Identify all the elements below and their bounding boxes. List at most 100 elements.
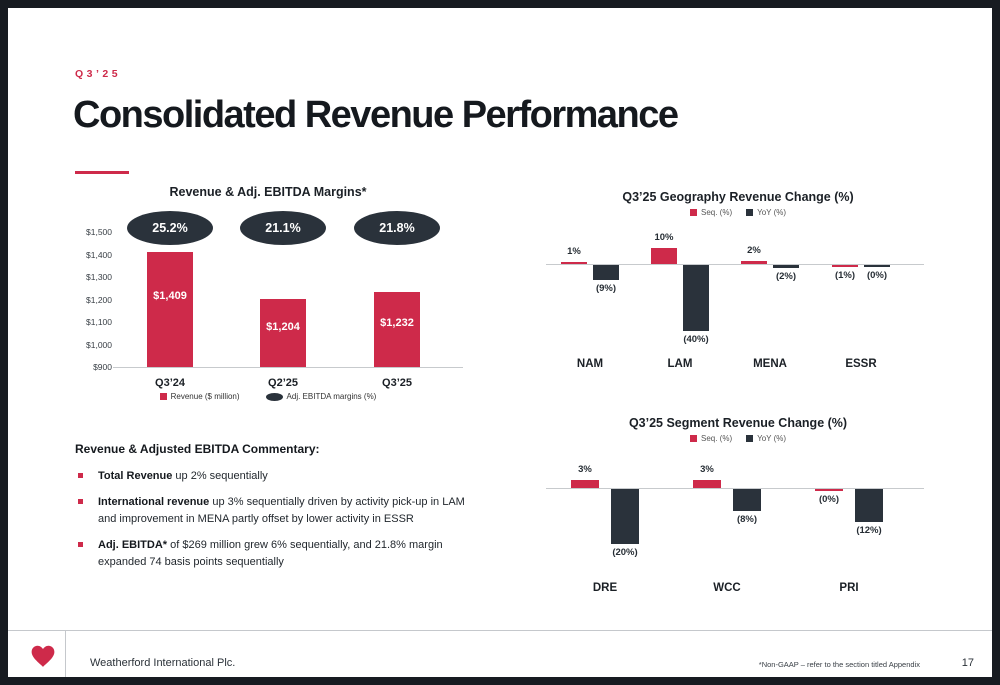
geography-plot-area: NAM 1% (9%) LAM 10% (40%) MENA 2% (2%) ESSR (1%) (0… xyxy=(538,188,938,400)
legend-item-seq: Seq. (%) xyxy=(689,434,733,443)
seq-legend-swatch-icon xyxy=(689,209,697,216)
legend-label: Seq. (%) xyxy=(700,434,733,443)
footer-company-name: Weatherford International Plc. xyxy=(90,657,236,669)
y-axis-tick-label: $1,500 xyxy=(86,227,112,237)
bullet-icon xyxy=(78,542,83,547)
bar-value-label: (0%) xyxy=(818,494,840,505)
bar-value-label: 10% xyxy=(654,231,674,243)
seq-bar xyxy=(651,247,677,264)
list-item: Adj. EBITDA* of $269 million grew 6% seq… xyxy=(75,537,477,571)
yoy-bar xyxy=(855,489,883,522)
seq-bar xyxy=(693,479,721,488)
legend-item-seq: Seq. (%) xyxy=(689,208,733,217)
legend-item-yoy: YoY (%) xyxy=(746,208,786,217)
legend-item-yoy: YoY (%) xyxy=(746,434,786,443)
revenue-bar xyxy=(260,298,306,367)
revenue-legend-swatch-icon xyxy=(159,393,167,400)
y-axis-tick-label: $1,400 xyxy=(86,249,112,260)
revenue-bar-label: $1,204 xyxy=(266,321,300,334)
bullet-text: Total Revenue up 2% sequentially xyxy=(98,470,268,482)
yoy-bar xyxy=(593,265,619,280)
yoy-legend-swatch-icon xyxy=(746,209,754,216)
legend-item-revenue: Revenue ($ million) xyxy=(159,392,240,401)
category-label: NAM xyxy=(576,358,604,370)
slide: Q3’25 Consolidated Revenue Performance R… xyxy=(8,8,992,677)
category-label: ESSR xyxy=(845,358,877,370)
x-axis-line xyxy=(546,488,924,489)
bar-value-label: (1%) xyxy=(834,270,856,281)
revenue-ebitda-plot-area: $1,500 $1,400 $1,300 $1,200 $1,100 $1,000 $900… xyxy=(68,183,468,431)
yoy-bar xyxy=(864,265,890,267)
x-axis-line xyxy=(113,367,463,368)
seq-legend-swatch-icon xyxy=(689,435,697,442)
legend-label: Seq. (%) xyxy=(700,208,733,217)
yoy-bar xyxy=(683,265,709,331)
chart-title: Revenue & Adj. EBITDA Margins* xyxy=(169,185,367,199)
category-label: MENA xyxy=(753,358,787,370)
chart-title: Q3’25 Segment Revenue Change (%) xyxy=(628,416,848,430)
yoy-bar xyxy=(773,265,799,269)
ebitda-margin-badge: 21.8% xyxy=(354,211,440,245)
page-number: 17 xyxy=(961,657,974,669)
commentary-heading: Revenue & Adjusted EBITDA Commentary: xyxy=(75,442,320,456)
yoy-bar xyxy=(611,489,639,544)
ebitda-legend-swatch-icon xyxy=(265,392,283,401)
y-axis-tick-label: $900 xyxy=(93,362,112,372)
geography-revenue-change-chart: Q3’25 Geography Revenue Change (%) Seq. … xyxy=(538,188,938,400)
revenue-bar xyxy=(147,252,193,367)
segment-plot-area: DRE 3% (20%) WCC 3% (8%) PRI (0%) (12%) xyxy=(538,414,938,629)
weatherford-logo-icon xyxy=(30,644,56,668)
bullet-icon xyxy=(78,473,83,478)
legend-label: YoY (%) xyxy=(757,208,787,217)
y-axis-tick-label: $1,300 xyxy=(86,272,112,282)
seq-bar xyxy=(832,265,858,267)
bar-value-label: 2% xyxy=(747,244,761,256)
footer-vertical-divider xyxy=(65,630,66,677)
yoy-bar xyxy=(733,489,761,511)
chart-legend: Seq. (%) YoY (%) xyxy=(538,434,938,443)
page-title: Consolidated Revenue Performance xyxy=(73,94,679,136)
bar-value-label: 1% xyxy=(567,246,581,257)
y-axis-tick-label: $1,100 xyxy=(86,317,112,327)
list-item: International revenue up 3% sequentially… xyxy=(75,494,477,528)
revenue-bar xyxy=(374,292,420,367)
bullet-icon xyxy=(78,499,83,504)
title-accent-rule xyxy=(75,171,129,174)
segment-revenue-change-chart: Q3’25 Segment Revenue Change (%) Seq. (%… xyxy=(538,414,938,629)
category-label: WCC xyxy=(713,582,741,594)
legend-label: YoY (%) xyxy=(757,434,787,443)
category-label: Q3’24 xyxy=(155,377,185,389)
category-label: LAM xyxy=(667,358,693,370)
bar-value-label: (9%) xyxy=(595,282,617,294)
y-axis-tick-label: $1,000 xyxy=(86,339,112,350)
footer-divider xyxy=(8,630,992,631)
bar-value-label: 3% xyxy=(700,463,714,475)
seq-bar xyxy=(741,260,767,264)
list-item: Total Revenue up 2% sequentially xyxy=(75,468,477,485)
bar-value-label: (8%) xyxy=(736,514,758,525)
revenue-bar-label: $1,409 xyxy=(153,290,187,303)
eyebrow-label: Q3’25 xyxy=(75,68,122,80)
commentary-section: Revenue & Adjusted EBITDA Commentary: To… xyxy=(75,442,477,580)
bar-value-label: 3% xyxy=(578,463,592,475)
bar-value-label: (2%) xyxy=(775,271,797,283)
ebitda-margin-badge: 21.1% xyxy=(240,211,326,245)
bar-value-label: (20%) xyxy=(612,547,638,558)
ebitda-margin-badge: 25.2% xyxy=(127,211,213,245)
seq-bar xyxy=(815,489,843,491)
legend-label: Adj. EBITDA margins (%) xyxy=(286,392,377,401)
chart-legend: Seq. (%) YoY (%) xyxy=(538,208,938,217)
bullet-text: International revenue up 3% sequentially… xyxy=(98,496,465,525)
seq-bar xyxy=(571,479,599,488)
footnote: *Non-GAAP – refer to the section titled … xyxy=(758,660,920,669)
legend-label: Revenue ($ million) xyxy=(170,392,240,401)
category-label: DRE xyxy=(592,582,618,594)
legend-item-ebitda: Adj. EBITDA margins (%) xyxy=(265,392,377,401)
revenue-bar-label: $1,232 xyxy=(380,316,414,329)
revenue-ebitda-chart: Revenue & Adj. EBITDA Margins* $1,500 $1,… xyxy=(68,183,468,431)
bullet-text: Adj. EBITDA* of $269 million grew 6% seq… xyxy=(98,539,443,568)
bar-value-label: (12%) xyxy=(856,525,882,536)
chart-title: Q3’25 Geography Revenue Change (%) xyxy=(622,190,854,204)
category-label: Q3’25 xyxy=(382,377,412,389)
y-axis-tick-label: $1,200 xyxy=(86,294,112,305)
